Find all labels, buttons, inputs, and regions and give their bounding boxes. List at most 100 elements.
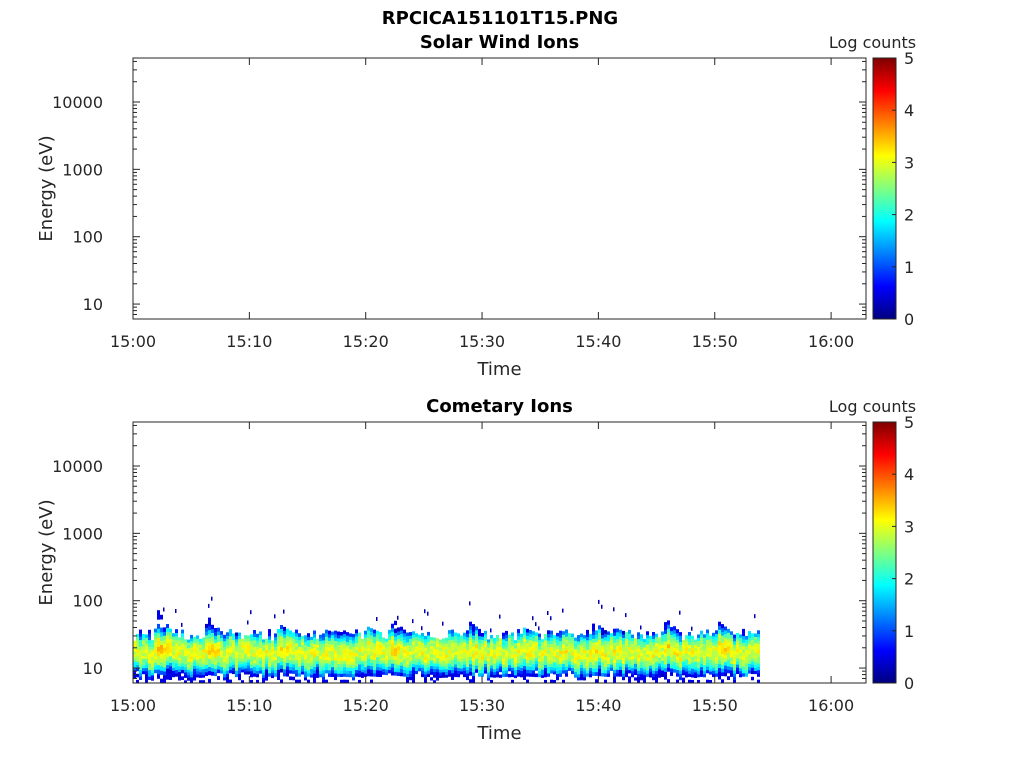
spectrogram-cell [670,649,673,654]
spectrogram-cell [379,667,382,671]
spectrogram-cell [334,676,337,681]
spectrogram-cell [580,676,583,681]
spectrogram-cell [280,664,283,669]
spectrogram-cell [403,673,406,677]
spectrogram-cell [475,640,478,645]
spectrogram-cell [154,645,157,650]
spectrogram-cell [319,670,322,675]
spectrogram-cell [310,657,313,661]
spectrogram-cell [436,649,439,653]
spectrogram-cell [568,651,571,656]
spectrogram-cell [598,650,601,655]
spectrogram-cell [604,640,607,644]
spectrogram-cell [403,669,406,674]
spectrogram-cell [178,665,181,670]
spectrogram-cell [193,674,196,678]
spectrogram-cell [652,647,655,652]
spectrogram-cell [679,651,682,655]
noise-dot [490,628,492,633]
spectrogram-cell [331,647,334,652]
spectrogram-cell [565,669,568,674]
spectrogram-cell [241,641,244,645]
spectrogram-cell [709,641,712,646]
spectrogram-cell [235,638,238,643]
noise-dot [442,621,444,626]
noise-dot [421,626,423,631]
spectrogram-cell [691,641,694,645]
spectrogram-cell [223,655,226,660]
spectrogram-cell [376,647,379,651]
spectrogram-cell [484,663,487,668]
spectrogram-cell [679,657,682,662]
spectrogram-cell [643,652,646,656]
spectrogram-cell [187,647,190,651]
spectrogram-cell [655,642,658,647]
spectrogram-cell [553,650,556,654]
spectrogram-cell [604,659,607,664]
spectrogram-cell [715,669,718,674]
spectrogram-cell [307,653,310,657]
spectrogram-cell [580,642,583,647]
spectrogram-cell [187,658,190,662]
spectrogram-cell [544,661,547,665]
spectrogram-cell [586,666,589,671]
spectrogram-cell [745,656,748,660]
spectrogram-cell [250,661,253,666]
spectrogram-cell [325,656,328,661]
spectrogram-cell [580,655,583,659]
spectrogram-cell [334,650,337,654]
spectrogram-cell [166,642,169,647]
spectrogram-cell [541,642,544,646]
spectrogram-cell [352,637,355,641]
spectrogram-cell [739,667,742,672]
spectrogram-cell [313,663,316,667]
spectrogram-cell [442,669,445,673]
spectrogram-cell [322,650,325,654]
spectrogram-cell [313,676,316,681]
spectrogram-cell [475,630,478,634]
spectrogram-cell [328,643,331,648]
spectrogram-cell [442,657,445,662]
spectrogram-cell [298,656,301,661]
spectrogram-cell [703,658,706,663]
spectrogram-cell [355,629,358,634]
spectrogram-cell [364,666,367,671]
spectrogram-cell [526,669,529,674]
spectrogram-cell [334,630,337,635]
spectrogram-cell [490,638,493,642]
spectrogram-cell [271,656,274,660]
spectrogram-cell [148,633,151,637]
spectrogram-cell [499,666,502,670]
spectrogram-cell [133,656,136,660]
spectrogram-cell [244,650,247,654]
spectrogram-cell [310,668,313,672]
spectrogram-cell [187,642,190,646]
spectrogram-cell [673,633,676,638]
spectrogram-cell [682,639,685,643]
spectrogram-cell [580,646,583,650]
spectrogram-cell [484,650,487,655]
spectrogram-cell [259,650,262,655]
spectrogram-cell [559,653,562,658]
spectrogram-cell [145,646,148,651]
spectrogram-cell [493,666,496,670]
spectrogram-cell [166,671,169,676]
spectrogram-cell [736,645,739,649]
spectrogram-cell [214,639,217,644]
spectrogram-cell [472,668,475,673]
spectrogram-cell [340,663,343,668]
spectrogram-cell [142,670,145,675]
spectrogram-cell [292,638,295,643]
spectrogram-cell [370,628,373,632]
spectrogram-cell [256,679,259,684]
spectrogram-cell [646,666,649,671]
spectrogram-cell [736,661,739,665]
spectrogram-cell [733,641,736,645]
spectrogram-cell [595,637,598,643]
spectrogram-cell [700,669,703,674]
spectrogram-cell [634,663,637,667]
spectrogram-cell [208,621,211,627]
spectrogram-cell [541,674,544,678]
spectrogram-cell [256,664,259,669]
spectrogram-cell [526,672,529,677]
